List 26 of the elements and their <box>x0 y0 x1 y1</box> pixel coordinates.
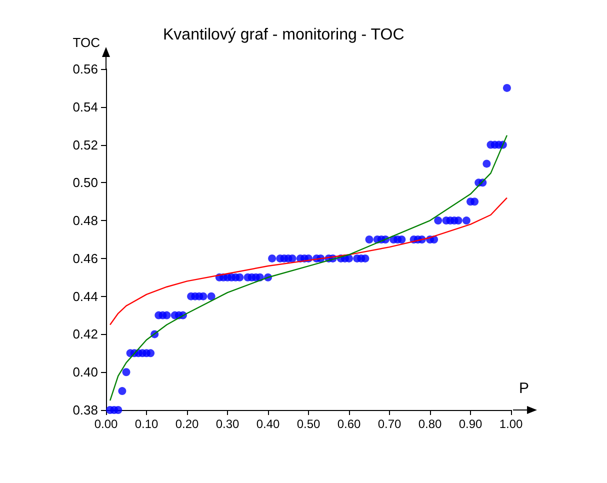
x-tick-label: 0.00 <box>94 417 118 431</box>
x-tick-label: 0.10 <box>134 417 158 431</box>
x-tick-label: 0.40 <box>256 417 280 431</box>
y-tick-label: 0.48 <box>72 213 98 228</box>
x-tick-label: 0.30 <box>216 417 240 431</box>
y-tick-label: 0.50 <box>72 175 98 190</box>
line-series <box>109 134 508 402</box>
y-tick-label: 0.52 <box>72 137 98 152</box>
y-tick-label: 0.38 <box>72 402 98 418</box>
x-axis-title: P <box>519 380 530 397</box>
x-tick-label: 0.90 <box>458 417 482 431</box>
x-tick-label: 0.70 <box>378 417 402 431</box>
x-tick-label: 0.60 <box>337 417 361 431</box>
chart-title: Kvantilový graf - monitoring - TOC <box>163 26 404 44</box>
line-series <box>109 197 508 326</box>
x-tick-label: 1.00 <box>499 417 523 431</box>
y-tick-label: 0.42 <box>72 326 98 342</box>
x-tick-label: 0.20 <box>175 417 199 431</box>
y-tick-label: 0.46 <box>72 250 98 266</box>
y-tick-label: 0.56 <box>72 62 98 76</box>
y-tick-label: 0.54 <box>72 99 98 114</box>
y-tick-label: 0.44 <box>72 288 98 304</box>
y-axis-title: TOC <box>72 35 100 50</box>
y-tick-label: 0.40 <box>72 364 98 380</box>
x-tick-label: 0.50 <box>296 417 320 431</box>
x-tick-label: 0.80 <box>418 417 442 431</box>
